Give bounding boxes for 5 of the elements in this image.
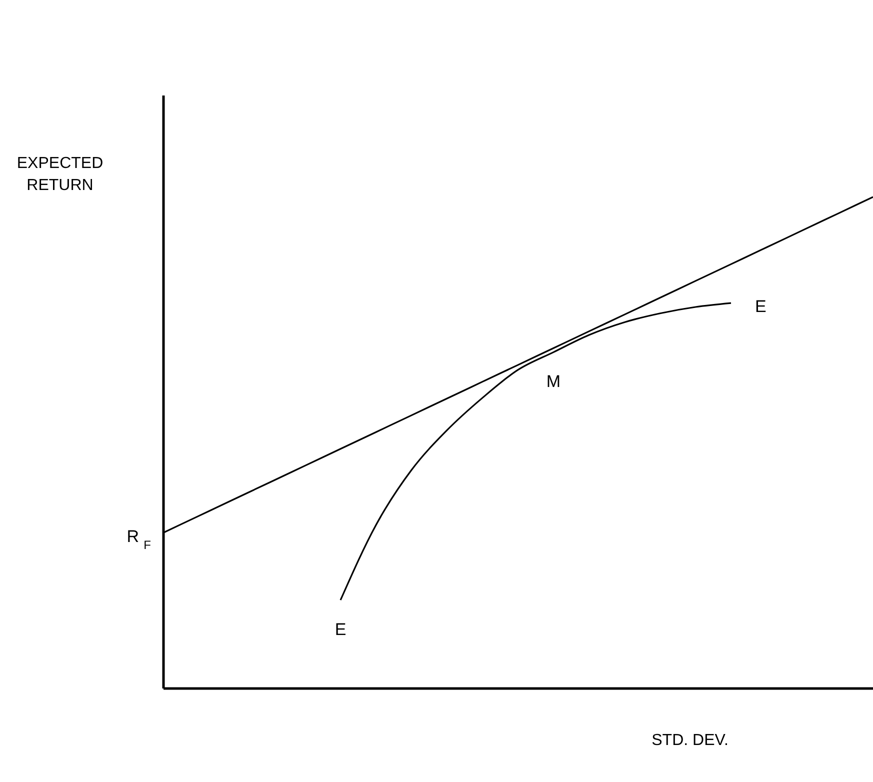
y-axis-title: EXPECTED RETURN <box>16 155 104 194</box>
x-axis-title: STD. DEV. <box>652 732 728 749</box>
annotation: E <box>334 620 346 640</box>
annotation: M <box>546 372 561 392</box>
annotation: E <box>755 297 766 316</box>
